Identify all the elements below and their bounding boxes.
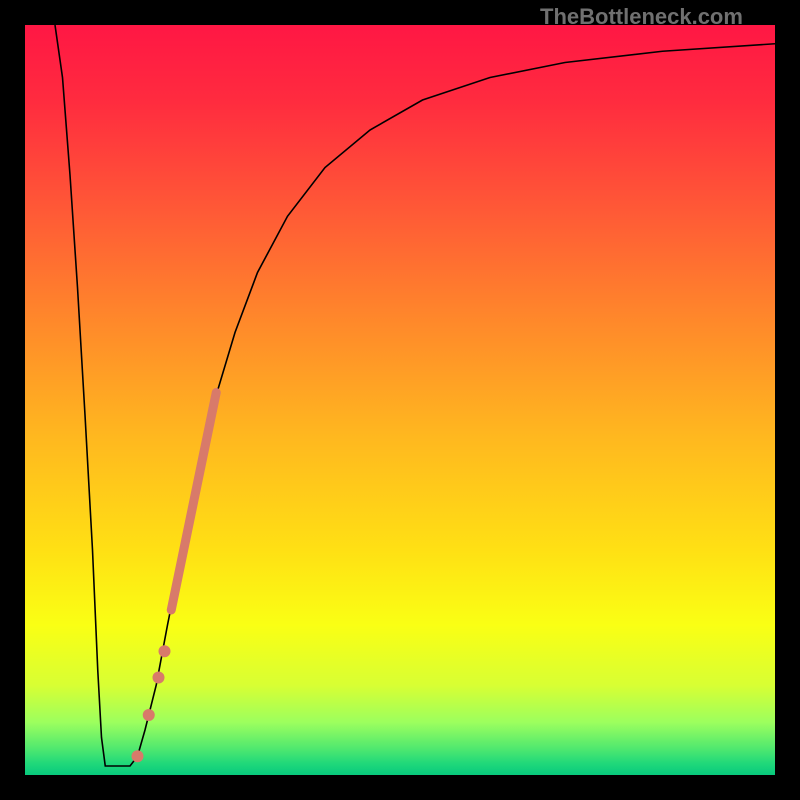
chart-container: TheBottleneck.com	[0, 0, 800, 800]
plot-background	[25, 25, 775, 775]
marker-dot	[153, 672, 165, 684]
marker-dot	[159, 645, 171, 657]
watermark-text: TheBottleneck.com	[540, 4, 743, 30]
marker-dot	[132, 750, 144, 762]
marker-dot	[143, 709, 155, 721]
bottleneck-chart	[25, 25, 775, 775]
